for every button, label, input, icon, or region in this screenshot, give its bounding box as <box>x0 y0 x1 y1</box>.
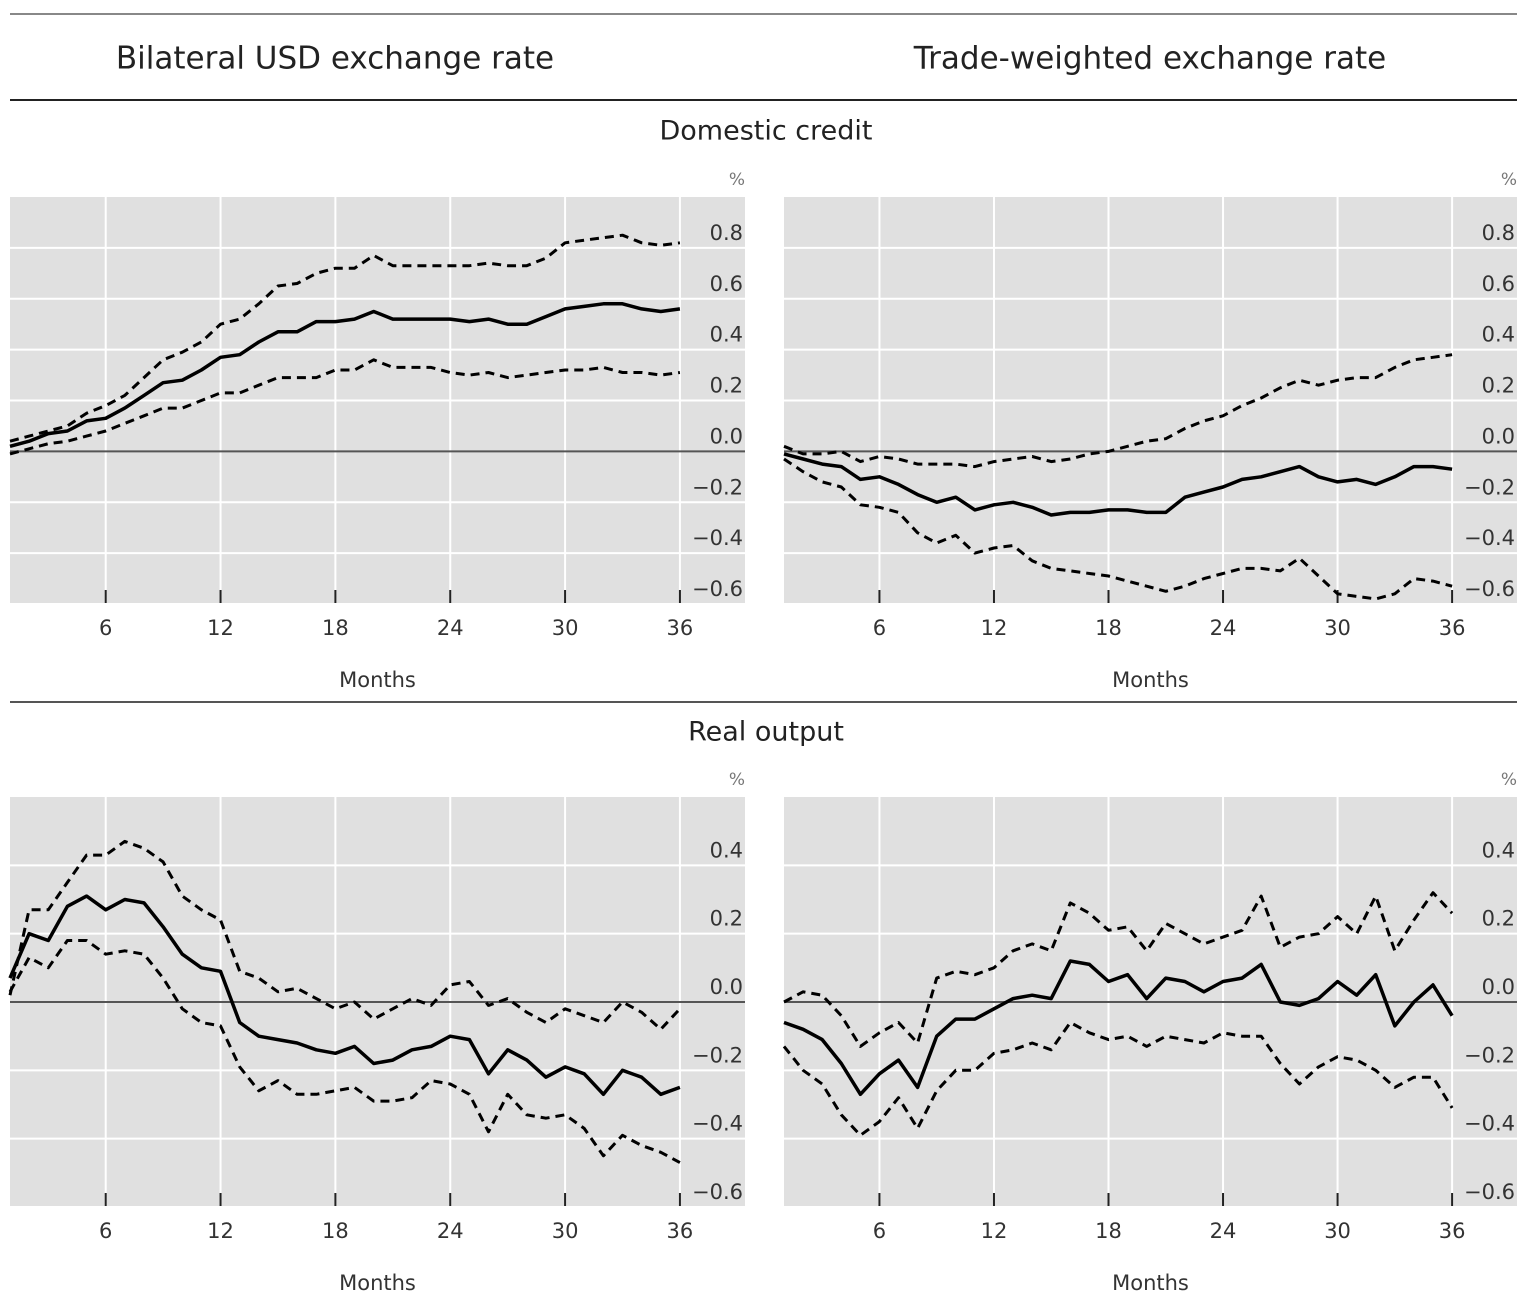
x-tick-label: 12 <box>207 616 234 640</box>
row-title: Domestic credit <box>660 116 873 147</box>
x-tick-label: 36 <box>667 1219 694 1243</box>
x-tick-label: 30 <box>552 616 579 640</box>
y-tick-label: −0.6 <box>1464 577 1515 601</box>
x-tick-label: 36 <box>667 616 694 640</box>
y-tick-label: 0.6 <box>710 272 743 296</box>
y-tick-label: 0.4 <box>1482 838 1515 862</box>
row-title: Real output <box>688 717 844 748</box>
series-line <box>8 894 681 1097</box>
x-tick-label: 12 <box>207 1219 234 1243</box>
series-line <box>783 457 1453 601</box>
y-tick-label: 0.4 <box>710 838 743 862</box>
y-tick-label: 0.4 <box>710 323 743 347</box>
y-tick-label: −0.4 <box>1464 526 1515 550</box>
x-tick-label: 12 <box>981 616 1008 640</box>
x-tick-label: 18 <box>322 616 349 640</box>
y-tick-label: 0.4 <box>1482 323 1515 347</box>
y-tick-label: 0.2 <box>1482 374 1515 398</box>
x-tick-label: 30 <box>1324 1219 1351 1243</box>
y-unit: % <box>1501 770 1517 790</box>
y-tick-label: 0.6 <box>1482 272 1515 296</box>
y-tick-label: 0.0 <box>710 975 743 999</box>
x-tick-label: 18 <box>322 1219 349 1243</box>
x-tick-label: 6 <box>99 1219 112 1243</box>
y-tick-label: −0.2 <box>692 1043 743 1067</box>
y-tick-label: −0.4 <box>692 526 743 550</box>
x-tick-label: 24 <box>437 616 464 640</box>
series-line <box>782 1021 1454 1137</box>
x-axis-label: Months <box>339 668 416 692</box>
y-tick-label: −0.2 <box>1464 475 1515 499</box>
x-axis-label: Months <box>339 1271 416 1295</box>
y-tick-label: 0.8 <box>710 221 743 245</box>
x-tick-label: 18 <box>1095 1219 1122 1243</box>
x-tick-label: 12 <box>981 1219 1008 1243</box>
y-tick-label: −0.2 <box>692 475 743 499</box>
y-unit: % <box>729 770 745 790</box>
series-line <box>9 233 681 443</box>
x-tick-label: 24 <box>437 1219 464 1243</box>
series-line <box>8 839 681 1031</box>
panel: 6 12 18 24 30 36 −0.6 −0.4 −0.2 0.0 0.2 0.4 0.6 0.8% M… <box>783 170 1517 692</box>
column-title: Trade-weighted exchange rate <box>913 41 1386 77</box>
y-tick-label: −0.6 <box>692 1180 743 1204</box>
series-line <box>8 939 681 1164</box>
x-tick-label: 36 <box>1439 616 1466 640</box>
y-unit: % <box>729 170 745 190</box>
panel: 6 12 18 24 30 36 −0.6 −0.4 −0.2 0.0 0.2 0.4 0.6 0.8% M… <box>9 170 745 692</box>
y-unit: % <box>1501 170 1517 190</box>
column-title: Bilateral USD exchange rate <box>116 41 554 77</box>
x-tick-label: 6 <box>873 1219 886 1243</box>
y-tick-label: −0.6 <box>1464 1180 1515 1204</box>
y-tick-label: −0.2 <box>1464 1043 1515 1067</box>
y-tick-label: −0.4 <box>692 1112 743 1136</box>
y-tick-label: 0.0 <box>710 424 743 448</box>
x-tick-label: 30 <box>1324 616 1351 640</box>
y-tick-label: 0.2 <box>710 374 743 398</box>
y-tick-label: 0.0 <box>1482 424 1515 448</box>
panel: 6 12 18 24 30 36 −0.6 −0.4 −0.2 0.0 0.2 0.4% Months <box>782 770 1517 1295</box>
y-tick-label: 0.8 <box>1482 221 1515 245</box>
y-tick-label: 0.0 <box>1482 975 1515 999</box>
x-axis-label: Months <box>1112 668 1189 692</box>
x-axis-label: Months <box>1112 1271 1189 1295</box>
series-line <box>783 891 1454 1048</box>
x-tick-label: 18 <box>1095 616 1122 640</box>
y-tick-label: 0.2 <box>710 907 743 931</box>
series-line <box>9 358 681 456</box>
x-tick-label: 6 <box>873 616 886 640</box>
series-line <box>783 959 1454 1097</box>
x-tick-label: 36 <box>1439 1219 1466 1243</box>
x-tick-label: 30 <box>552 1219 579 1243</box>
x-tick-label: 24 <box>1210 616 1237 640</box>
panel: 6 12 18 24 30 36 −0.6 −0.4 −0.2 0.0 0.2 0.4% Months <box>8 770 745 1295</box>
y-tick-label: −0.4 <box>1464 1112 1515 1136</box>
y-tick-label: −0.6 <box>692 577 743 601</box>
x-tick-label: 24 <box>1210 1219 1237 1243</box>
series-line <box>783 452 1453 517</box>
series-line <box>9 302 681 448</box>
y-tick-label: 0.2 <box>1482 907 1515 931</box>
x-tick-label: 6 <box>99 616 112 640</box>
